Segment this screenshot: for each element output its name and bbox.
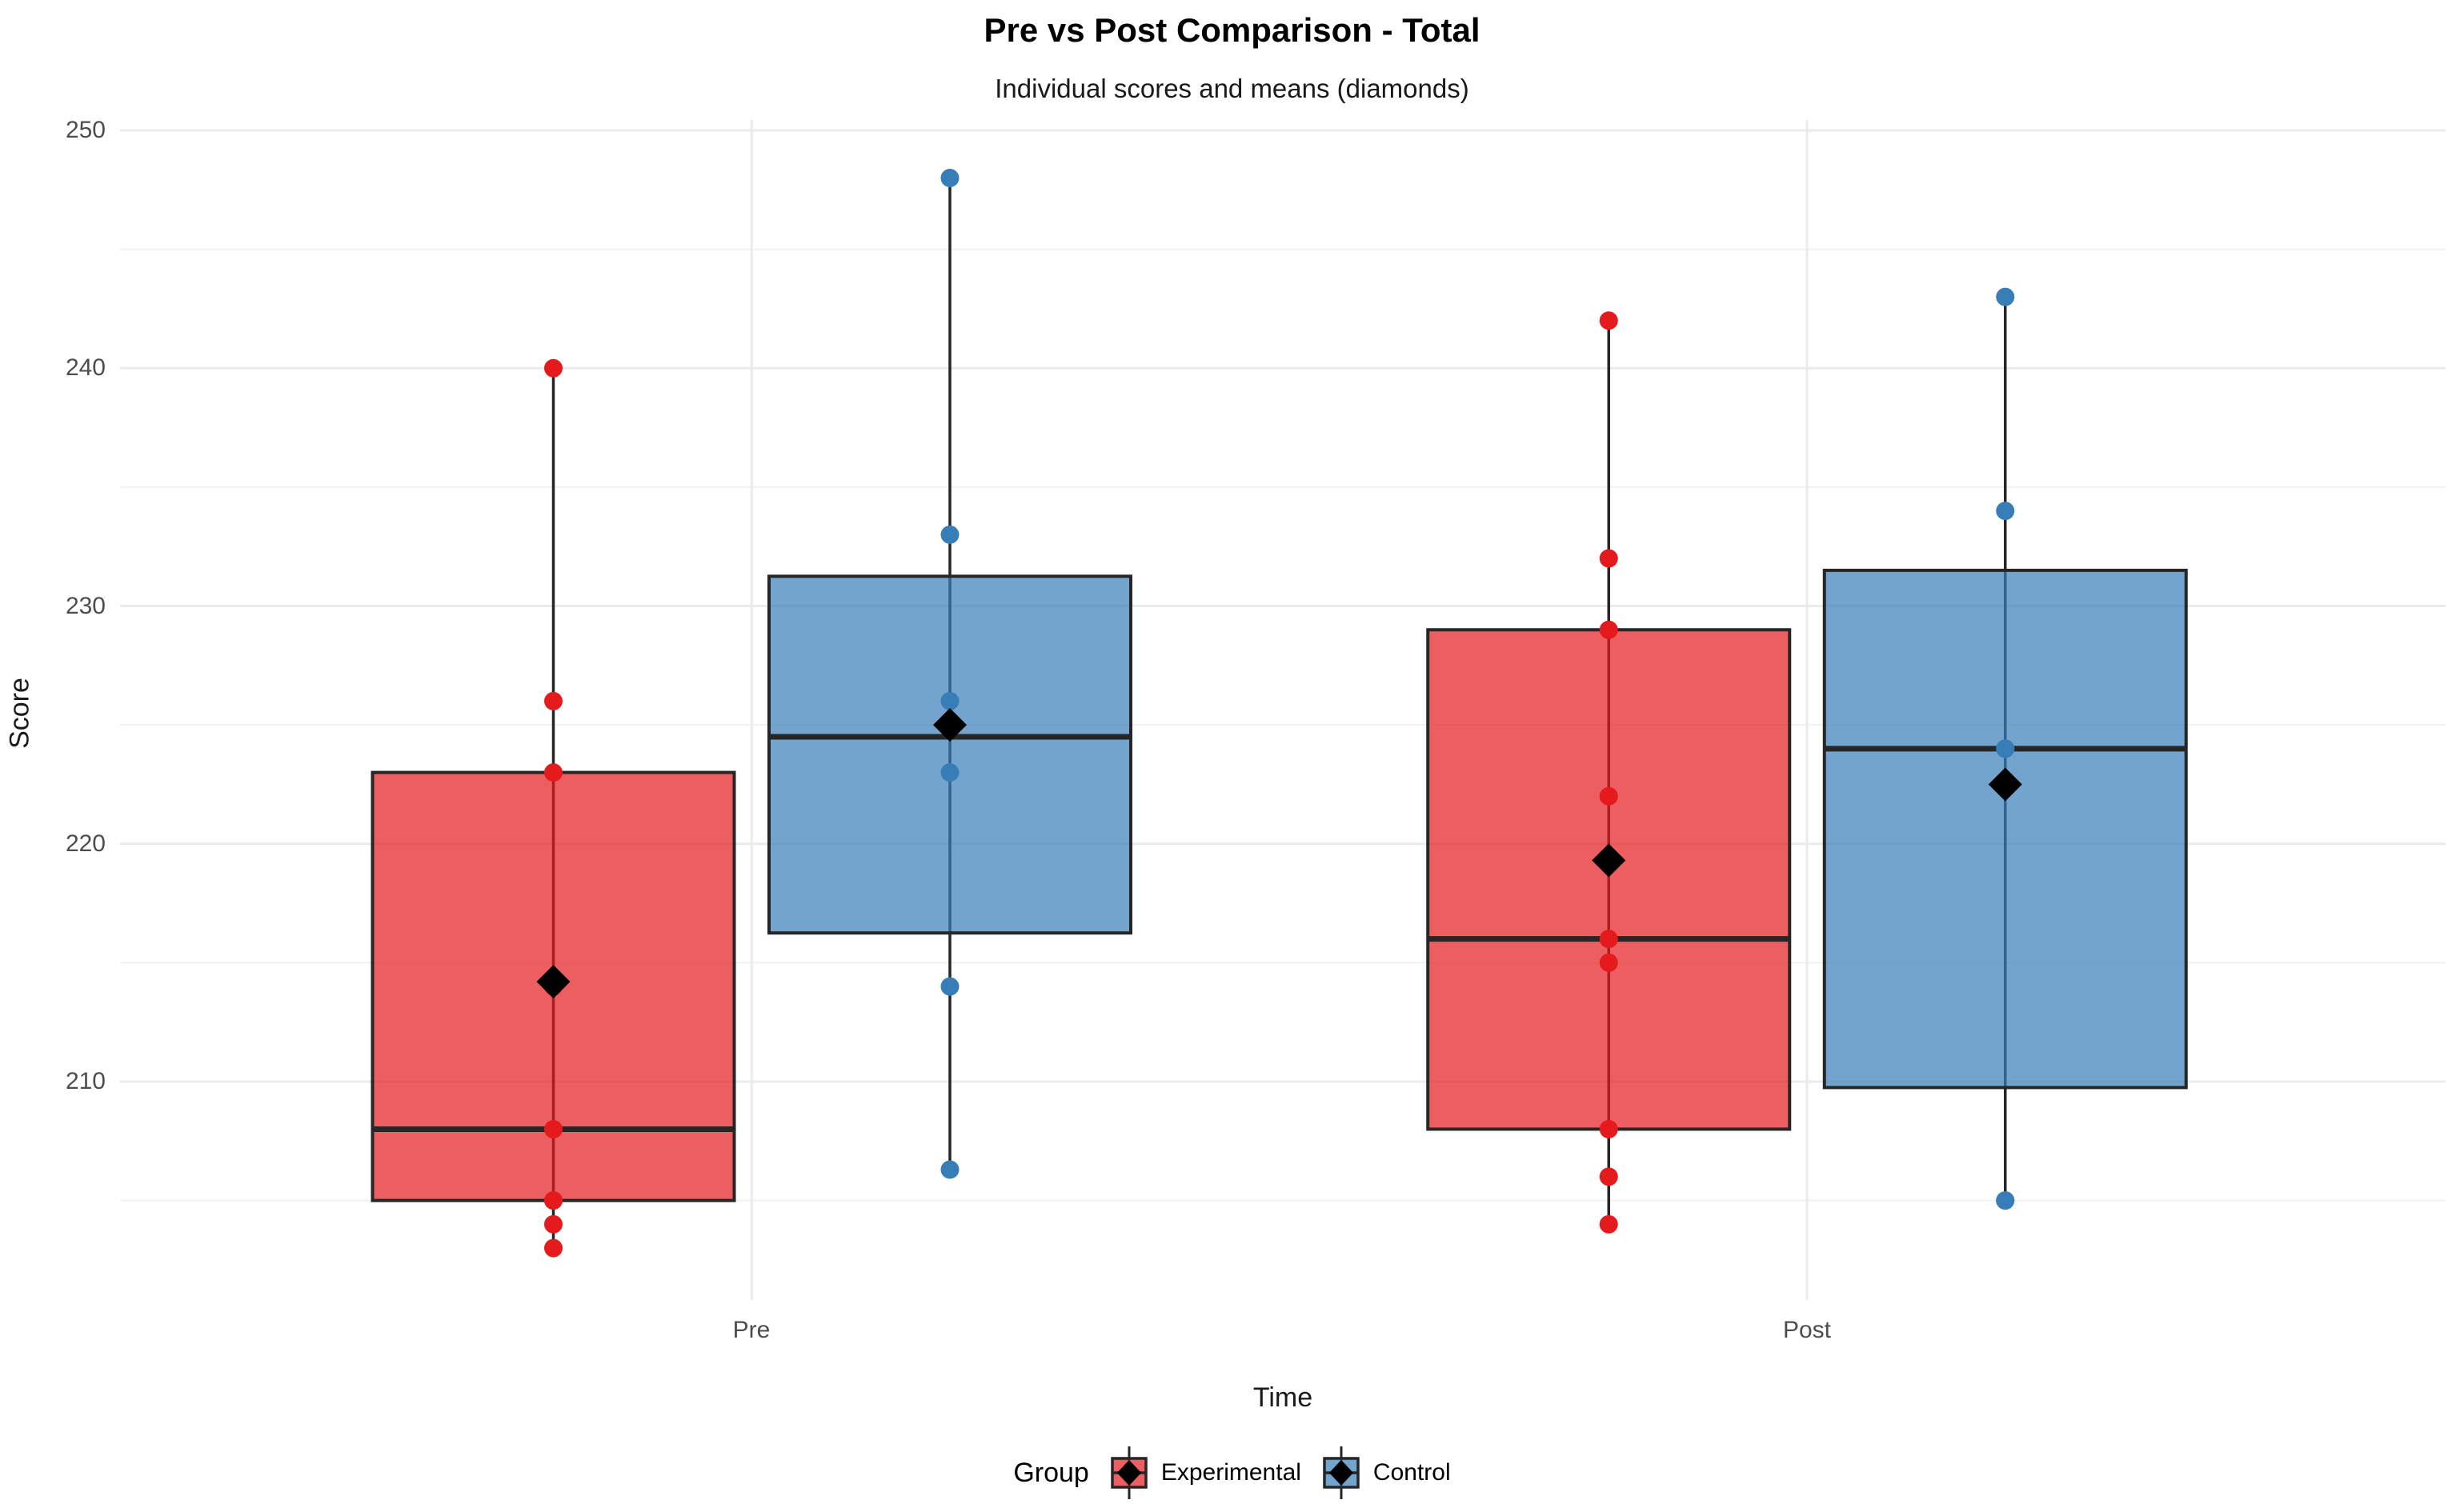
y-axis-title: Score — [4, 678, 35, 749]
box-post-control — [1822, 568, 2188, 1090]
chart-title: Pre vs Post Comparison - Total — [984, 11, 1480, 49]
y-tick-label-230: 230 — [65, 592, 106, 619]
score-point-pre-control-248 — [940, 168, 960, 187]
boxplot-with-diamond-legend-icon — [1110, 1445, 1148, 1501]
legend-title: Group — [1013, 1457, 1089, 1488]
y-tick-label-220: 220 — [65, 830, 106, 857]
legend-glyph-svg — [1323, 1446, 1360, 1499]
y-tick-label-250: 250 — [65, 117, 106, 143]
score-point-post-experimental-206 — [1599, 1167, 1618, 1186]
score-point-pre-control-206.3 — [940, 1160, 960, 1179]
score-point-post-experimental-216 — [1599, 930, 1618, 949]
mean-diamond-pre-control — [933, 708, 967, 742]
score-point-pre-experimental-240 — [544, 358, 563, 378]
score-point-pre-control-233 — [940, 525, 960, 544]
score-point-pre-experimental-223 — [544, 763, 563, 782]
y-tick-label-210: 210 — [65, 1068, 106, 1094]
mean-diamond-post-control — [1988, 767, 2022, 802]
legend-label-control: Control — [1372, 1459, 1451, 1486]
legend: Group Experimental Control — [0, 1445, 2464, 1501]
score-point-post-experimental-215 — [1599, 953, 1618, 972]
score-point-post-experimental-222 — [1599, 786, 1618, 806]
score-point-pre-experimental-203 — [544, 1238, 563, 1258]
score-point-pre-experimental-205 — [544, 1191, 563, 1210]
legend-glyph-svg — [1111, 1446, 1148, 1499]
legend-item-control: Control — [1322, 1445, 1451, 1501]
x-tick-label-pre: Pre — [732, 1317, 771, 1343]
score-point-post-experimental-204 — [1599, 1214, 1618, 1234]
mean-diamond-post-experimental — [1592, 843, 1626, 878]
score-point-pre-experimental-226 — [544, 691, 563, 710]
score-point-post-control-234 — [1996, 502, 2015, 521]
box-pre-control — [767, 574, 1132, 935]
score-point-pre-control-226 — [940, 691, 960, 710]
y-tick-label-240: 240 — [65, 354, 106, 382]
score-point-post-experimental-232 — [1599, 549, 1618, 568]
score-point-post-experimental-208 — [1599, 1119, 1618, 1138]
x-tick-label-post: Post — [1782, 1317, 1832, 1343]
score-point-post-control-224 — [1996, 739, 2015, 758]
score-point-pre-control-214 — [940, 977, 960, 996]
mean-diamond-pre-experimental — [536, 965, 571, 999]
score-point-post-control-205 — [1996, 1191, 2015, 1210]
legend-item-experimental: Experimental — [1110, 1445, 1301, 1501]
chart-subtitle: Individual scores and means (diamonds) — [995, 74, 1469, 103]
box-post-experimental — [1426, 628, 1792, 1131]
score-point-post-control-243 — [1996, 287, 2015, 306]
score-point-pre-experimental-208 — [544, 1119, 563, 1138]
score-point-post-experimental-242 — [1599, 311, 1618, 330]
score-point-pre-control-223 — [940, 763, 960, 782]
score-point-pre-experimental-204 — [544, 1214, 563, 1234]
legend-label-experimental: Experimental — [1160, 1459, 1301, 1486]
x-axis-title: Time — [1252, 1382, 1313, 1413]
score-point-post-experimental-229 — [1599, 620, 1618, 639]
boxplot-with-diamond-legend-icon — [1322, 1445, 1360, 1501]
